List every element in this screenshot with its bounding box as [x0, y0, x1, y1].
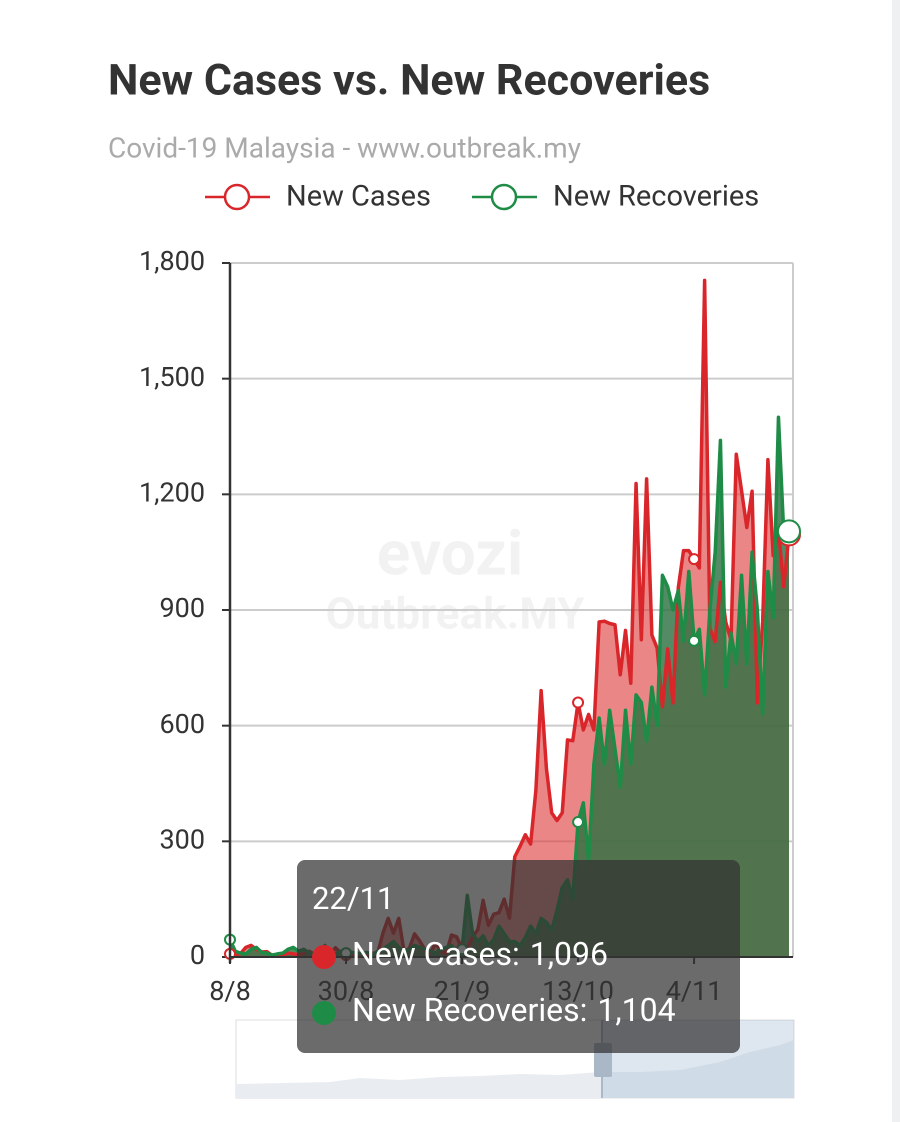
- tooltip-series-name: New Recoveries: [352, 991, 580, 1029]
- legend-label: New Recoveries: [553, 180, 759, 214]
- point: [688, 634, 701, 647]
- legend-label: New Cases: [286, 180, 431, 214]
- hover-point: [777, 519, 801, 544]
- point: [688, 553, 701, 566]
- tooltip-separator: :: [580, 991, 588, 1029]
- tooltip-separator: :: [512, 935, 520, 973]
- watermark: evozi: [377, 517, 524, 590]
- chart-subtitle: Covid-19 Malaysia - www.outbreak.my: [108, 131, 581, 164]
- tooltip-title: 22/11: [312, 880, 394, 917]
- y-tick-label: 1,500: [139, 361, 205, 393]
- y-tick-label: 1,200: [139, 476, 205, 508]
- y-tick-label: 900: [159, 592, 205, 624]
- point: [572, 816, 585, 829]
- tooltip-value: 1,096: [530, 935, 608, 973]
- tooltip-box: [297, 860, 740, 1053]
- y-tick-label: 300: [159, 823, 205, 855]
- chart-title: New Cases vs. New Recoveries: [108, 55, 710, 105]
- tooltip-line: New Recoveries: 1,104: [352, 991, 676, 1029]
- watermark: Outbreak.MY: [325, 588, 585, 640]
- y-tick-label: 1,800: [139, 245, 205, 277]
- tooltip-value: 1,104: [597, 991, 675, 1029]
- tooltip-dot: [312, 945, 336, 969]
- y-tick-label: 600: [159, 708, 205, 740]
- legend-symbol: [490, 183, 518, 211]
- point: [572, 696, 585, 709]
- legend-symbol: [223, 183, 251, 211]
- scrollbar: [892, 0, 900, 1122]
- tooltip-dot: [312, 1001, 336, 1025]
- zoom-preview: [236, 1040, 794, 1098]
- area: [230, 417, 789, 957]
- tooltip-series-name: New Cases: [352, 935, 512, 973]
- tooltip-line: New Cases: 1,096: [352, 935, 608, 973]
- y-tick-label: 0: [190, 939, 205, 971]
- x-tick-label: 8/8: [209, 975, 251, 1007]
